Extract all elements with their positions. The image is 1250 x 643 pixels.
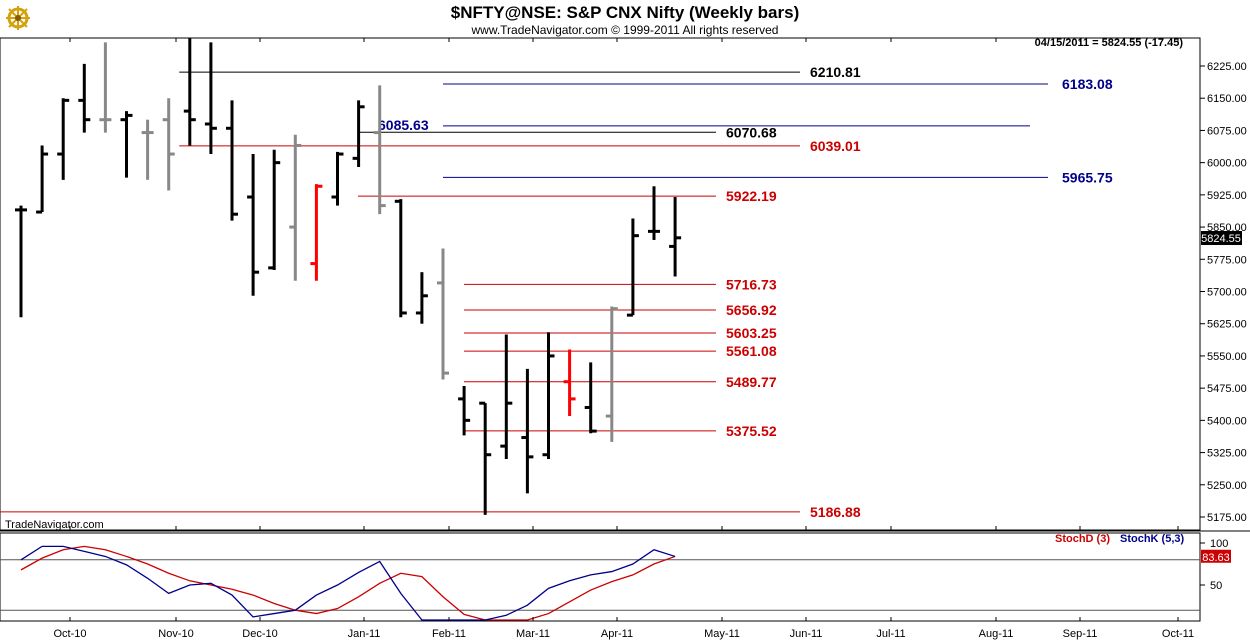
ohlc-bar [415,272,428,324]
watermark: TradeNavigator.com [5,519,104,531]
price-tick-label: 5475.00 [1207,383,1247,395]
legend-stochd: StochD (3) [1055,533,1110,545]
ohlc-bar [542,332,555,460]
price-panel-frame [0,37,1201,531]
stoch-axis: 100 50 [0,538,1228,611]
ohlc-bar [141,119,154,180]
level-label: 5656.92 [726,302,777,318]
level-label: 5489.77 [726,374,777,390]
x-tick-label: Jul-11 [876,628,905,640]
ohlc-bar [669,197,682,277]
stoch-tick-label: 50 [1210,580,1222,592]
x-tick-label: Apr-11 [601,628,633,640]
level-label: 5965.75 [1062,169,1113,185]
level-label: 5716.73 [726,276,777,292]
price-tick-label: 5700.00 [1207,287,1247,299]
ohlc-bar [352,100,365,167]
level-label: 5375.52 [726,423,777,439]
price-tick-label: 5625.00 [1207,319,1247,331]
x-tick-label: Jan-11 [348,628,381,640]
ohlc-bar [247,154,260,296]
price-axis: 6225.006150.006075.006000.005925.005850.… [1200,61,1247,524]
x-tick-label: Aug-11 [979,628,1014,640]
level-label: 5603.25 [726,325,777,341]
ohlc-bar [15,205,27,318]
stoch-last-marker: 83.63 [1201,549,1231,564]
price-tick-label: 5550.00 [1207,351,1247,363]
price-tick-label: 6075.00 [1207,125,1247,137]
chart-title: $NFTY@NSE: S&P CNX Nifty (Weekly bars) [451,3,799,22]
ohlc-bar [120,111,133,178]
last-price-label: 5824.55 [1201,233,1241,245]
price-tick-label: 6225.00 [1207,61,1247,73]
ohlc-bar [331,151,344,206]
price-tick-label: 5925.00 [1207,190,1247,202]
x-tick-label: Jun-11 [790,628,823,640]
x-tick-label: Nov-10 [158,628,193,640]
ohlc-bar [437,248,449,380]
ohlc-bar [57,98,70,180]
ohlc-bar [605,306,618,442]
x-tick-label: May-11 [704,628,740,640]
ohlc-bar [626,218,639,317]
level-label: 6070.68 [726,124,777,140]
ohlc-bar [648,186,660,240]
legend-stochk: StochK (5,3) [1120,533,1185,545]
ohlc-bar [500,334,513,460]
ohlc-bar [183,38,196,146]
ohlc-bar [584,362,597,434]
level-label: 5186.88 [810,504,861,520]
level-lines: 6210.81 6183.08 6085.63 6070.68 6039.01 5965.… [0,64,1113,520]
price-tick-label: 6150.00 [1207,93,1247,105]
x-tick-label: Mar-11 [516,628,550,640]
ohlc-bar [162,98,175,191]
level-label: 6085.63 [378,117,429,133]
ohlc-bar [289,134,302,281]
last-quote: 04/15/2011 = 5824.55 (-17.45) [1035,37,1184,49]
ohlc-bar [563,349,576,417]
ohlc-bar [36,145,49,214]
ohlc-bar [99,42,112,133]
ohlc-bar [78,63,91,133]
price-tick-label: 5250.00 [1207,480,1247,492]
level-label: 6183.08 [1062,76,1113,92]
price-tick-label: 5325.00 [1207,448,1247,460]
x-tick-label: Dec-10 [242,628,277,640]
ohlc-bar [310,184,323,281]
level-label: 5561.08 [726,343,777,359]
stoch-tick-label: 100 [1210,538,1228,550]
stoch-last-label: 83.63 [1202,552,1230,564]
ohlc-bar [458,385,471,436]
x-tick-label: Oct-10 [53,628,86,640]
ohlc-bar [394,199,407,318]
level-label: 6039.01 [810,138,861,154]
x-tick-label: Sep-11 [1063,628,1098,640]
stoch-series-line [20,545,676,621]
ohlc-bar [226,100,238,221]
last-price-marker: 5824.55 [1201,231,1242,246]
stoch-series-line [20,545,676,621]
price-bars [15,38,682,515]
ohlc-bar [268,149,281,271]
chart-subtitle: www.TradeNavigator.com © 1999-2011 All r… [471,23,779,37]
level-label: 6210.81 [810,64,861,80]
level-label: 5922.19 [726,188,777,204]
price-tick-label: 6000.00 [1207,158,1247,170]
x-tick-label: Feb-11 [432,628,466,640]
ohlc-bar [479,401,492,515]
price-tick-label: 5775.00 [1207,254,1247,266]
stoch-lines [20,545,676,621]
stoch-panel-frame [0,532,1201,622]
x-tick-label: Oct-11 [1162,628,1194,640]
price-tick-label: 5400.00 [1207,415,1247,427]
ohlc-bar [373,85,386,215]
price-tick-label: 5175.00 [1207,512,1247,524]
x-axis: Oct-10 Nov-10 Dec-10 Jan-11 Feb-11 Mar-11 Apr-… [53,38,1194,640]
ship-wheel-logo-icon [6,6,30,30]
ohlc-bar [204,42,217,155]
ohlc-bar [521,368,534,494]
